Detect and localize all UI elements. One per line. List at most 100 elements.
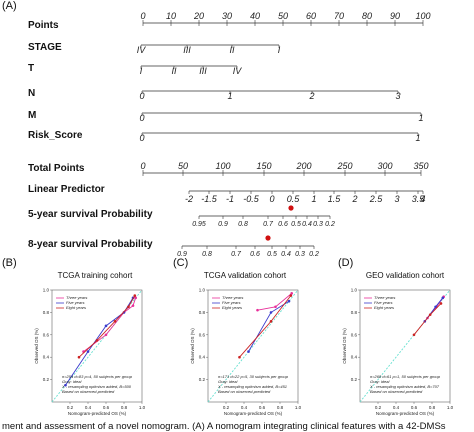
calibration-point bbox=[127, 305, 130, 309]
nomogram-tick-label: 60 bbox=[306, 11, 316, 21]
nomogram-tick-label: 1.5 bbox=[328, 194, 342, 204]
nomogram-tick-label: IV bbox=[233, 66, 243, 76]
nomogram-tick-label: II bbox=[171, 66, 177, 76]
calibration-point bbox=[133, 294, 137, 297]
y-tick-label: 0.4 bbox=[199, 355, 206, 360]
plot-frame bbox=[207, 289, 299, 403]
legend-label: Three years bbox=[374, 295, 395, 300]
x-tick-label: 0.6 bbox=[411, 405, 418, 410]
x-axis-label: Nomogram-predicted OS (%) bbox=[376, 411, 435, 416]
calibration-note: X - resampling optimism added, B=707 bbox=[369, 384, 440, 389]
panel-a-label: (A) bbox=[2, 0, 17, 12]
nomogram-tick-label: 0.5 bbox=[291, 221, 301, 228]
nomogram-tick-label: II bbox=[229, 45, 235, 55]
y-tick-label: 0.8 bbox=[351, 310, 358, 315]
nomogram-tick-label: 2 bbox=[351, 194, 357, 204]
nomogram-tick-label: 0.2 bbox=[309, 251, 319, 258]
calibration-point bbox=[412, 333, 416, 337]
calibration-point bbox=[64, 383, 67, 387]
panel-label: (B) bbox=[2, 257, 17, 269]
nomogram-row-label: Points bbox=[28, 20, 59, 31]
nomogram-tick-label: 20 bbox=[193, 11, 204, 21]
x-tick-label: 0.8 bbox=[429, 405, 436, 410]
calibration-point bbox=[434, 305, 437, 309]
y-tick-label: 0.2 bbox=[43, 377, 50, 382]
calibration-note: Gray: ideal bbox=[370, 379, 389, 384]
calibration-point bbox=[113, 320, 117, 323]
nomogram-tick-label: 0 bbox=[269, 194, 274, 204]
nomogram-tick-label: -1 bbox=[226, 194, 234, 204]
x-axis-label: Nomogram-predicted OS (%) bbox=[68, 411, 127, 416]
nomogram-tick-label: 70 bbox=[334, 11, 344, 21]
nomogram-tick-label: IV bbox=[137, 45, 147, 55]
x-tick-label: 0.6 bbox=[259, 405, 266, 410]
calibration-point bbox=[104, 333, 108, 337]
nomogram-tick-label: 0.7 bbox=[231, 251, 242, 258]
nomogram-row-label: T bbox=[28, 63, 34, 74]
calibration-point bbox=[238, 355, 241, 359]
y-tick-label: 0.6 bbox=[43, 332, 50, 337]
nomogram-row-label: 5-year survival Probability bbox=[28, 209, 153, 220]
nomogram-tick-label: 100 bbox=[415, 11, 430, 21]
calibration-note: Based on observed-predicted bbox=[218, 389, 271, 394]
nomogram-tick-label: 0.3 bbox=[313, 221, 323, 228]
x-tick-label: 1.0 bbox=[295, 405, 302, 410]
nomogram-tick-label: 100 bbox=[215, 161, 230, 171]
nomogram-row-label: STAGE bbox=[28, 42, 62, 53]
nomogram-tick-label: 350 bbox=[413, 161, 428, 171]
y-tick-label: 1.0 bbox=[43, 288, 50, 293]
nomogram-tick-label: 0.9 bbox=[177, 251, 187, 258]
calibration-note: n=254 d=83 p=4, 50 subjects per group bbox=[62, 374, 133, 379]
legend-label: Three years bbox=[222, 295, 243, 300]
calibration-point bbox=[77, 355, 81, 359]
nomogram-tick-label: 0.3 bbox=[295, 251, 305, 258]
nomogram-tick-label: 0.7 bbox=[263, 221, 274, 228]
nomogram-tick-label: 90 bbox=[390, 11, 400, 21]
calibration-note: Gray: ideal bbox=[62, 379, 81, 384]
legend-label: Five years bbox=[66, 300, 84, 305]
x-axis-label: Nomogram-predicted OS (%) bbox=[224, 411, 283, 416]
nomogram-tick-label: 4 bbox=[420, 194, 425, 204]
eight-year-marker bbox=[265, 235, 271, 241]
nomogram-tick-label: -0.5 bbox=[243, 194, 260, 204]
y-tick-label: 1.0 bbox=[351, 288, 358, 293]
calibration-point bbox=[439, 302, 443, 305]
nomogram-tick-label: -2 bbox=[185, 194, 193, 204]
panel-label: (C) bbox=[173, 257, 188, 269]
panel-title: TCGA validation cohort bbox=[204, 271, 287, 280]
calibration-note: X - resampling optimism added, B=451 bbox=[217, 384, 287, 389]
legend-label: Eight years bbox=[222, 305, 242, 310]
y-tick-label: 0.4 bbox=[43, 355, 50, 360]
five-year-marker bbox=[288, 205, 294, 211]
nomogram-tick-label: 0.2 bbox=[325, 221, 335, 228]
nomogram-tick-label: 0.4 bbox=[281, 251, 291, 258]
calibration-point bbox=[289, 294, 293, 297]
calibration-point bbox=[290, 292, 294, 295]
y-axis-label: Observed OS (%) bbox=[342, 328, 347, 364]
y-tick-label: 0.2 bbox=[199, 377, 206, 382]
x-tick-label: 0.8 bbox=[121, 405, 128, 410]
nomogram-tick-label: 0 bbox=[139, 113, 144, 123]
calibration-panels: (B) TCGA training cohort 0.2 0.4 0.6 0.8 1.0 0.… bbox=[2, 257, 454, 416]
y-axis-label: Observed OS (%) bbox=[34, 328, 39, 364]
y-tick-label: 0.4 bbox=[351, 355, 358, 360]
calibration-note: Based on observed-predicted bbox=[62, 389, 115, 394]
nomogram-tick-label: I bbox=[278, 45, 281, 55]
nomogram-row-label: Linear Predictor bbox=[28, 184, 105, 195]
x-tick-label: 1.0 bbox=[139, 405, 146, 410]
nomogram-tick-label: III bbox=[183, 45, 191, 55]
nomogram-tick-label: 1 bbox=[418, 113, 423, 123]
nomogram-tick-label: 2 bbox=[308, 91, 314, 101]
nomogram-tick-label: 40 bbox=[250, 11, 260, 21]
nomogram-row-label: Risk_Score bbox=[28, 130, 83, 141]
x-tick-label: 0.6 bbox=[103, 405, 110, 410]
calibration-point bbox=[247, 350, 250, 353]
nomogram-tick-label: 0 bbox=[140, 11, 145, 21]
nomogram-tick-label: 0.6 bbox=[278, 221, 288, 228]
nomogram-tick-label: 0.8 bbox=[202, 251, 212, 258]
panel-label: (D) bbox=[338, 257, 353, 269]
nomogram-tick-label: 0.9 bbox=[218, 221, 228, 228]
nomogram-tick-label: 0 bbox=[140, 161, 145, 171]
